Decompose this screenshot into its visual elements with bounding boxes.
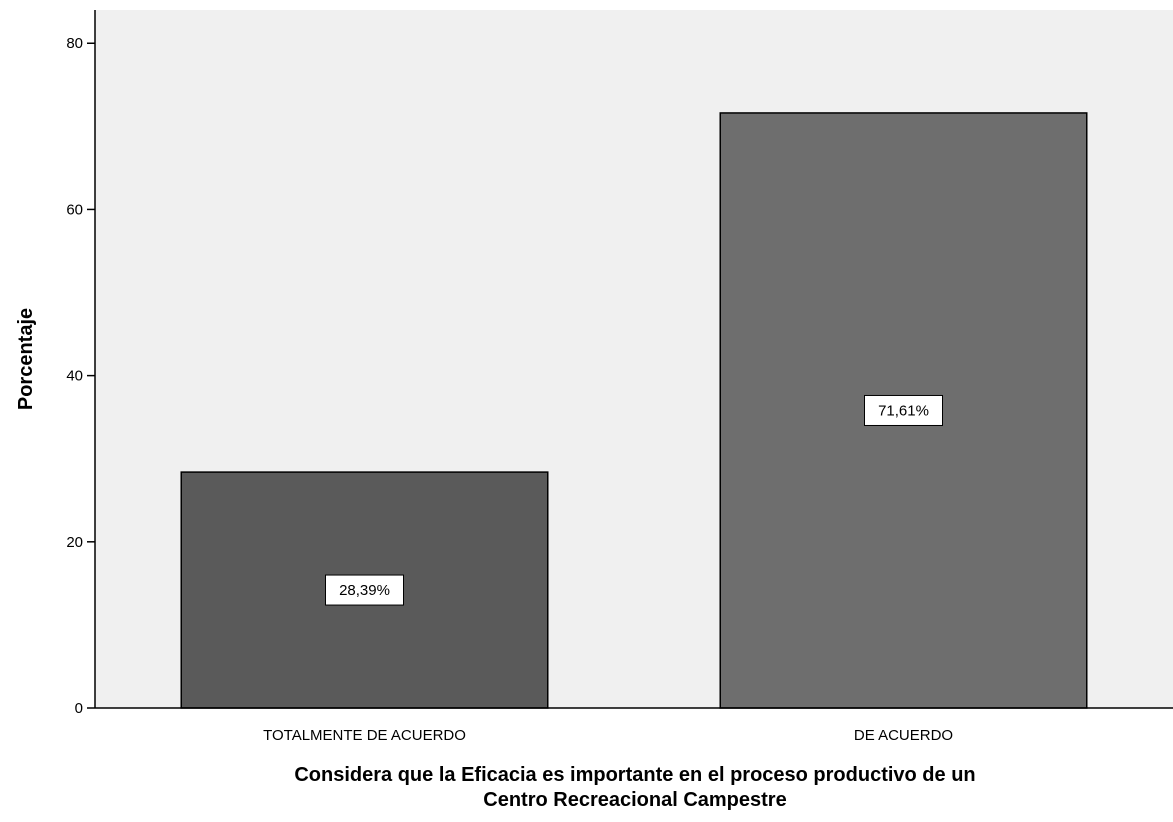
y-tick-label: 80: [66, 35, 83, 52]
data-label: 71,61%: [878, 402, 929, 419]
y-tick-label: 0: [75, 700, 83, 717]
x-tick-label: TOTALMENTE DE ACUERDO: [263, 727, 466, 744]
data-labels-layer: 28,39% 71,61%: [325, 394, 943, 606]
data-label: 28,39%: [339, 582, 390, 599]
y-tick-label: 40: [66, 368, 83, 385]
x-axis-title-line-1: Considera que la Eficacia es importante …: [294, 764, 975, 786]
data-label-box: [864, 394, 943, 426]
data-label-box: [325, 574, 404, 606]
y-tick-label: 20: [66, 534, 83, 551]
y-axis-title: Porcentaje: [15, 308, 37, 410]
x-tick-label: DE ACUERDO: [854, 727, 953, 744]
y-tick-label: 60: [66, 201, 83, 218]
axes-layer: TOTALMENTE DE ACUERDO DE ACUERDO 0 20 40 60 80: [66, 10, 1173, 744]
x-axis-title-line-2: Centro Recreacional Campestre: [483, 789, 786, 811]
